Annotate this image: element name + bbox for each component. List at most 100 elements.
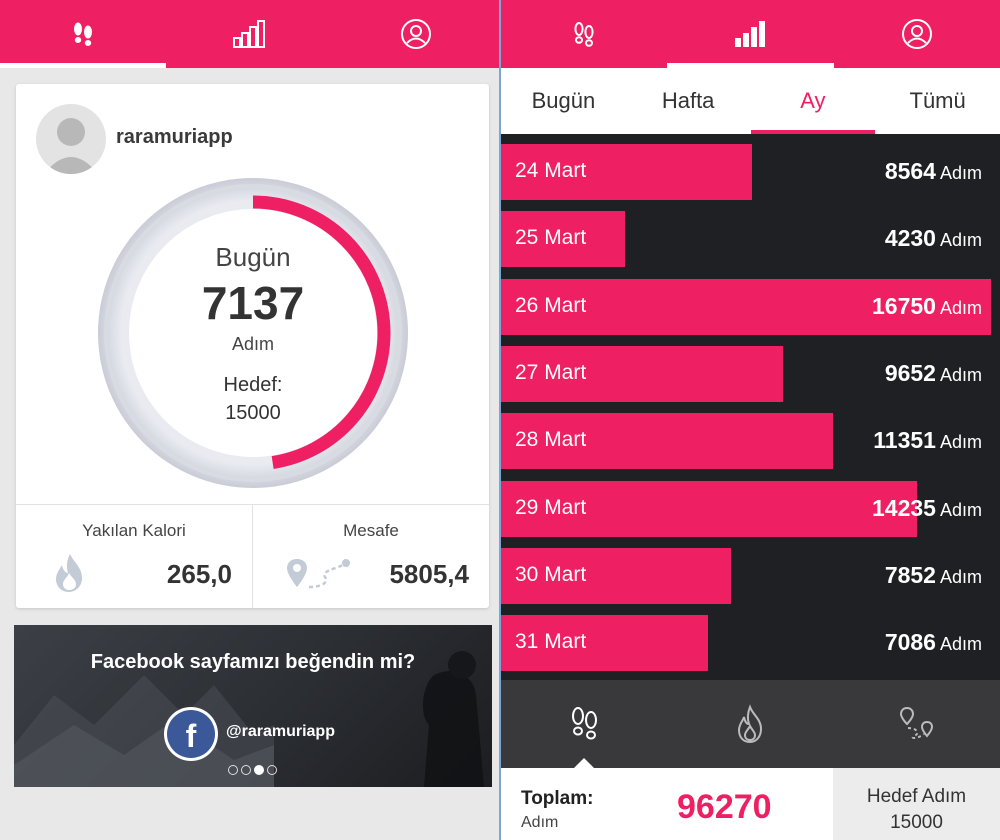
day-steps-number: 14235 [872,494,936,521]
carousel-dot[interactable] [241,765,251,775]
day-steps-value: 7852 Adım [885,562,982,589]
summary-footer: Toplam: Adım 96270 Hedef Adım 15000 [501,768,1000,840]
carousel-dot[interactable] [228,765,238,775]
day-steps-bar [501,615,708,672]
day-date: 29 Mart [515,495,587,519]
bar-chart-icon [233,20,266,48]
top-nav [501,0,1000,68]
goal-steps-value: 15000 [890,812,943,833]
day-steps-bar [501,345,783,402]
day-steps-unit: Adım [939,634,982,655]
footsteps-icon [574,22,594,47]
top-nav [0,0,499,68]
carousel-dot[interactable] [254,765,264,775]
facebook-icon: f [167,710,215,758]
goal-box: Hedef Adım 15000 [833,768,1000,840]
mountain-background-graphic [14,651,484,787]
tab-steps[interactable] [501,0,667,68]
day-steps-number: 16750 [872,292,936,319]
promo-title: Facebook sayfamızı beğendin mi? [90,651,416,673]
day-steps-number: 11351 [873,427,936,454]
day-row[interactable]: 27 Mart 9652 Adım [501,345,1000,402]
user-icon [901,19,932,49]
day-steps-number: 8564 [884,158,936,184]
tab-steps[interactable] [0,0,167,68]
calories-label: Yakılan Kalori [82,521,186,540]
map-route-icon [287,559,350,589]
day-row[interactable]: 25 Mart 4230 Adım [501,211,1000,268]
flame-icon [56,554,82,592]
today-label: Bugün [215,242,291,272]
day-steps-bar [501,278,991,335]
username: raramuriapp [116,126,233,148]
day-date: 28 Mart [515,428,587,452]
day-row[interactable]: 26 Mart 16750 Adım [501,278,1000,335]
period-tabs: Bugün Hafta Ay Tümü [501,68,1000,134]
tab-stats[interactable] [667,0,834,68]
screen-divider [499,0,501,840]
day-date: 25 Mart [515,226,587,250]
goal-label: Hedef: [223,374,283,396]
today-screen: raramuriapp Bugün 7137 Adım Hedef: 15000 [0,0,499,840]
day-steps-unit: Adım [939,364,982,385]
day-date: 31 Mart [515,630,587,654]
distance-label: Mesafe [343,521,399,540]
total-label: Toplam: [521,788,594,809]
total-value: 96270 [677,788,772,826]
day-steps-number: 9652 [884,359,936,386]
carousel-dot[interactable] [267,765,277,775]
goal-value: 15000 [225,402,281,424]
footsteps-icon [572,707,598,740]
day-steps-unit: Adım [939,432,982,453]
day-row[interactable]: 24 Mart 8564 Adım [501,144,1000,200]
metric-calories[interactable] [667,680,833,768]
day-steps-bar [501,547,731,604]
facebook-button[interactable]: f [164,707,218,761]
day-date: 27 Mart [515,360,587,384]
day-steps-unit: Adım [939,163,982,183]
flame-icon [738,704,763,744]
period-tab[interactable]: Tümü [909,88,966,113]
facebook-promo-banner[interactable]: Facebook sayfamızı beğendin mi? f @raram… [14,625,492,787]
period-tab[interactable]: Hafta [661,88,715,113]
day-steps-number: 7852 [884,561,936,588]
carousel-dots[interactable] [228,765,277,775]
calories-stat: Yakılan Kalori 265,0 [16,505,252,608]
today-card: raramuriapp Bugün 7137 Adım Hedef: 15000 [16,84,489,608]
day-steps-value: 9652 Adım [885,360,982,387]
day-steps-unit: Adım [939,230,982,251]
default-avatar-icon [44,118,98,174]
daily-steps-list: 24 Mart 8564 Adım 25 Mart 4230 Adım 26 Mart 167… [501,134,1000,680]
day-steps-unit: Adım [939,297,982,318]
day-steps-number: 4230 [884,225,936,252]
day-date: 30 Mart [515,562,587,586]
history-screen: Bugün Hafta Ay Tümü 24 Mart 8564 Adım 25 Mart 4… [501,0,1000,840]
day-steps-value: 4230 Adım [885,225,982,252]
day-row[interactable]: 31 Mart 7086 Adım [501,615,1000,672]
metric-distance[interactable] [834,680,1000,768]
day-row[interactable]: 28 Mart 11351 Adım [501,413,1000,470]
tab-stats[interactable] [166,0,332,68]
day-steps-unit: Adım [939,566,982,587]
tab-profile[interactable] [333,0,499,68]
distance-value: 5805,4 [389,559,469,589]
progress-arc [115,195,391,471]
day-row[interactable]: 29 Mart 14235 Adım [501,480,1000,537]
facebook-handle[interactable]: @raramuriapp [226,723,335,740]
day-date: 26 Mart [515,293,587,317]
steps-progress-ring: Bugün 7137 Adım Hedef: 15000 [96,176,410,490]
distance-stat: Mesafe 5805,4 [252,505,489,608]
metric-steps[interactable] [501,680,667,768]
day-steps-value: 11351 Adım [873,427,982,454]
period-tab[interactable]: Bugün [531,88,596,113]
today-steps-unit: Adım [231,334,274,354]
period-tab[interactable]: Ay [750,68,876,134]
day-steps-bar [501,413,833,470]
avatar[interactable] [36,104,106,174]
day-steps-value: 16750 Adım [872,293,982,320]
metric-nav [501,680,1000,768]
day-row[interactable]: 30 Mart 7852 Adım [501,547,1000,604]
day-steps-bar [501,480,917,537]
day-steps-value: 7086 Adım [885,629,982,656]
tab-profile[interactable] [834,0,1000,68]
